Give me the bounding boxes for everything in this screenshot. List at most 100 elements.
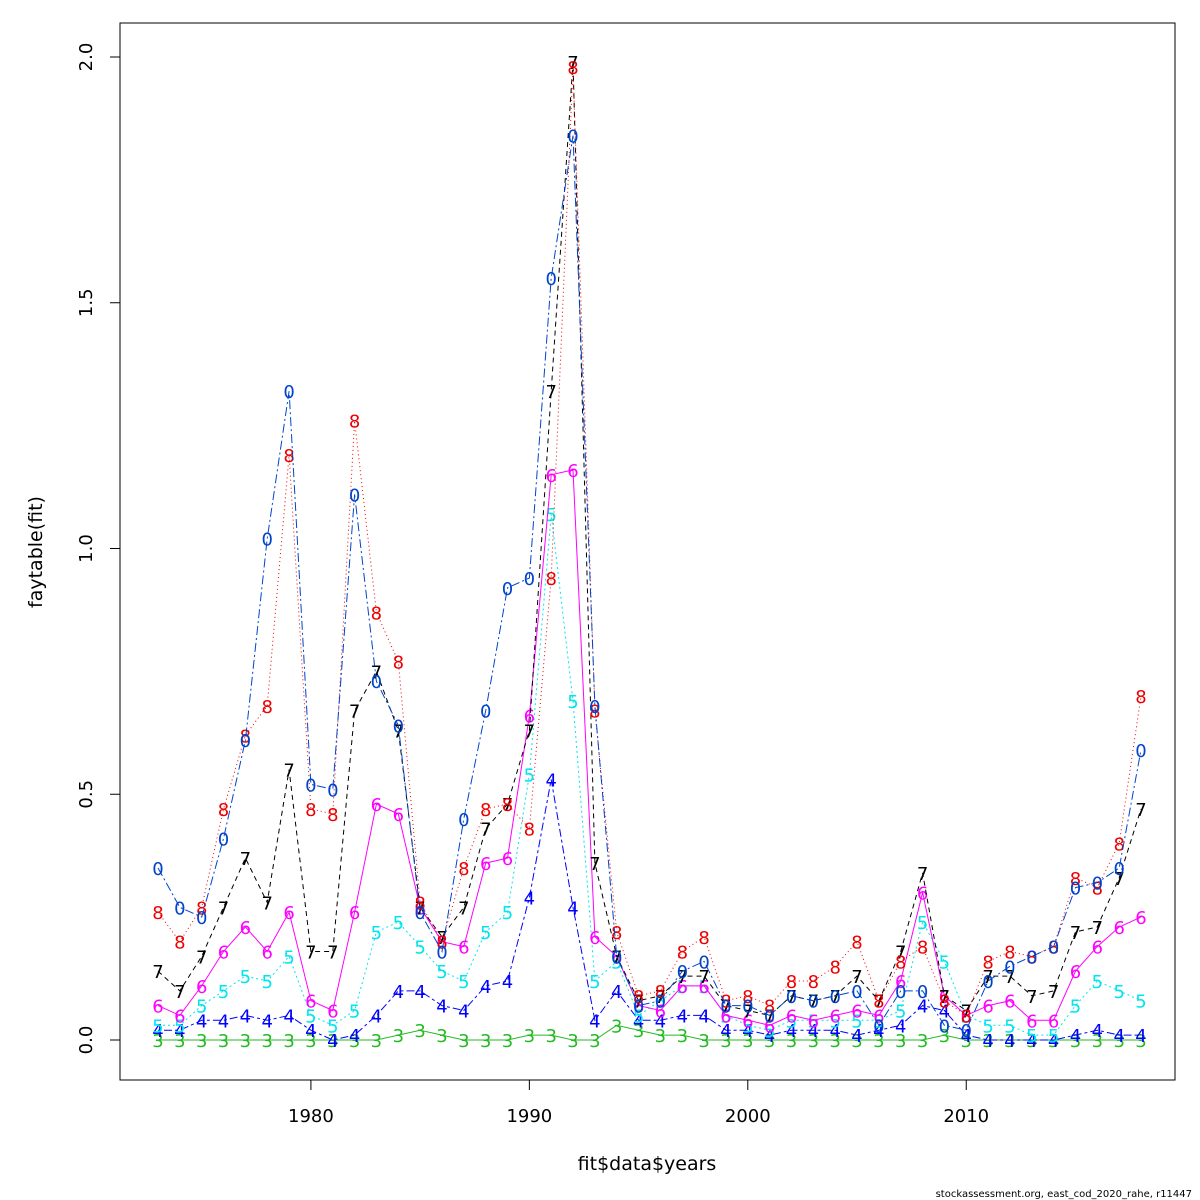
- series-point-4: 4: [283, 1006, 294, 1027]
- series-point-5: 5: [895, 1002, 906, 1023]
- series-point-8: 8: [742, 987, 753, 1008]
- series-point-6: 6: [283, 903, 294, 924]
- series-point-8: 8: [261, 697, 272, 718]
- series-point-6: 6: [393, 805, 404, 826]
- series-point-3: 3: [393, 1026, 404, 1047]
- series-point-0: 0: [1004, 957, 1015, 978]
- series-point-7: 7: [1070, 923, 1081, 944]
- series-point-3: 3: [1135, 1031, 1146, 1052]
- series-point-4: 4: [458, 1002, 469, 1023]
- series-point-8: 8: [589, 702, 600, 723]
- series-point-8: 8: [808, 972, 819, 993]
- series-point-8: 8: [218, 800, 229, 821]
- series-point-4: 4: [240, 1006, 251, 1027]
- series-point-7: 7: [786, 987, 797, 1008]
- series-point-7: 7: [349, 702, 360, 723]
- series-point-0: 0: [480, 702, 491, 723]
- series-point-8: 8: [436, 933, 447, 954]
- series-point-6: 6: [851, 1002, 862, 1023]
- series-point-3: 3: [982, 1031, 993, 1052]
- series-point-0: 0: [152, 859, 163, 880]
- series-point-4: 4: [655, 1011, 666, 1032]
- series-point-7: 7: [327, 943, 338, 964]
- series-point-5: 5: [720, 1006, 731, 1027]
- series-point-6: 6: [589, 928, 600, 949]
- series-point-4: 4: [611, 982, 622, 1003]
- series-point-7: 7: [1135, 800, 1146, 821]
- series-point-7: 7: [524, 721, 535, 742]
- series-point-7: 7: [283, 761, 294, 782]
- series-point-5: 5: [327, 1016, 338, 1037]
- x-tick-label: 2010: [943, 1106, 989, 1127]
- series-point-5: 5: [982, 1016, 993, 1037]
- x-tick-label: 1990: [506, 1106, 552, 1127]
- series-point-7: 7: [152, 962, 163, 983]
- series-point-6: 6: [808, 1011, 819, 1032]
- series-point-8: 8: [458, 859, 469, 880]
- series-point-4: 4: [1113, 1026, 1124, 1047]
- series-point-5: 5: [808, 1011, 819, 1032]
- series-point-7: 7: [261, 893, 272, 914]
- series-point-0: 0: [545, 269, 556, 290]
- series-point-4: 4: [152, 1021, 163, 1042]
- series-point-7: 7: [436, 928, 447, 949]
- series-point-8: 8: [633, 987, 644, 1008]
- series-point-4: 4: [764, 1026, 775, 1047]
- series-point-4: 4: [545, 771, 556, 792]
- series-point-8: 8: [152, 903, 163, 924]
- series-point-8: 8: [524, 820, 535, 841]
- series-point-5: 5: [240, 967, 251, 988]
- series-point-7: 7: [655, 987, 666, 1008]
- series-point-6: 6: [895, 972, 906, 993]
- series-point-8: 8: [873, 992, 884, 1013]
- series-point-8: 8: [567, 58, 578, 79]
- series-point-3: 3: [589, 1031, 600, 1052]
- series-point-4: 4: [393, 982, 404, 1003]
- series-point-3: 3: [436, 1026, 447, 1047]
- series-point-6: 6: [829, 1006, 840, 1027]
- series-point-6: 6: [1070, 962, 1081, 983]
- series-point-0: 0: [829, 987, 840, 1008]
- series-point-6: 6: [218, 943, 229, 964]
- series-point-7: 7: [393, 721, 404, 742]
- series-point-3: 3: [196, 1031, 207, 1052]
- series-point-7: 7: [1026, 987, 1037, 1008]
- x-tick-label: 1980: [288, 1106, 334, 1127]
- series-point-0: 0: [917, 982, 928, 1003]
- series-point-3: 3: [261, 1031, 272, 1052]
- series-point-0: 0: [960, 1021, 971, 1042]
- series-line-3: [158, 1024, 1141, 1041]
- series-layer: 3 3 3 3 3 3 3 3 3 3 3 3 3 3 3 3 3 3 3 3 33 3 3 3 3 3 3 3 3 3 3 3 3 3 3 3 3 3 3…: [152, 53, 1146, 1052]
- series-point-3: 3: [502, 1031, 513, 1052]
- series-point-8: 8: [240, 726, 251, 747]
- series-point-6: 6: [764, 1016, 775, 1037]
- series-point-6: 6: [502, 849, 513, 870]
- series-point-7: 7: [1113, 869, 1124, 890]
- series-point-3: 3: [1004, 1031, 1015, 1052]
- series-point-5: 5: [414, 938, 425, 959]
- series-point-5: 5: [480, 923, 491, 944]
- series-point-8: 8: [349, 412, 360, 433]
- series-point-8: 8: [895, 952, 906, 973]
- series-point-3: 3: [283, 1031, 294, 1052]
- series-point-7: 7: [589, 854, 600, 875]
- series-point-8: 8: [414, 893, 425, 914]
- series-point-7: 7: [1004, 967, 1015, 988]
- series-point-4: 4: [895, 1016, 906, 1037]
- series-point-4: 4: [917, 997, 928, 1018]
- series-point-0: 0: [305, 775, 316, 796]
- series-point-5: 5: [545, 505, 556, 526]
- series-point-3: 3: [764, 1031, 775, 1052]
- series-point-8: 8: [196, 898, 207, 919]
- series-point-4: 4: [480, 977, 491, 998]
- series-point-3: 3: [524, 1026, 535, 1047]
- series-point-4: 4: [720, 1021, 731, 1042]
- series-point-7: 7: [196, 947, 207, 968]
- series-point-3: 3: [808, 1031, 819, 1052]
- series-point-7: 7: [982, 967, 993, 988]
- series-point-4: 4: [1048, 1031, 1059, 1052]
- series-point-4: 4: [349, 1026, 360, 1047]
